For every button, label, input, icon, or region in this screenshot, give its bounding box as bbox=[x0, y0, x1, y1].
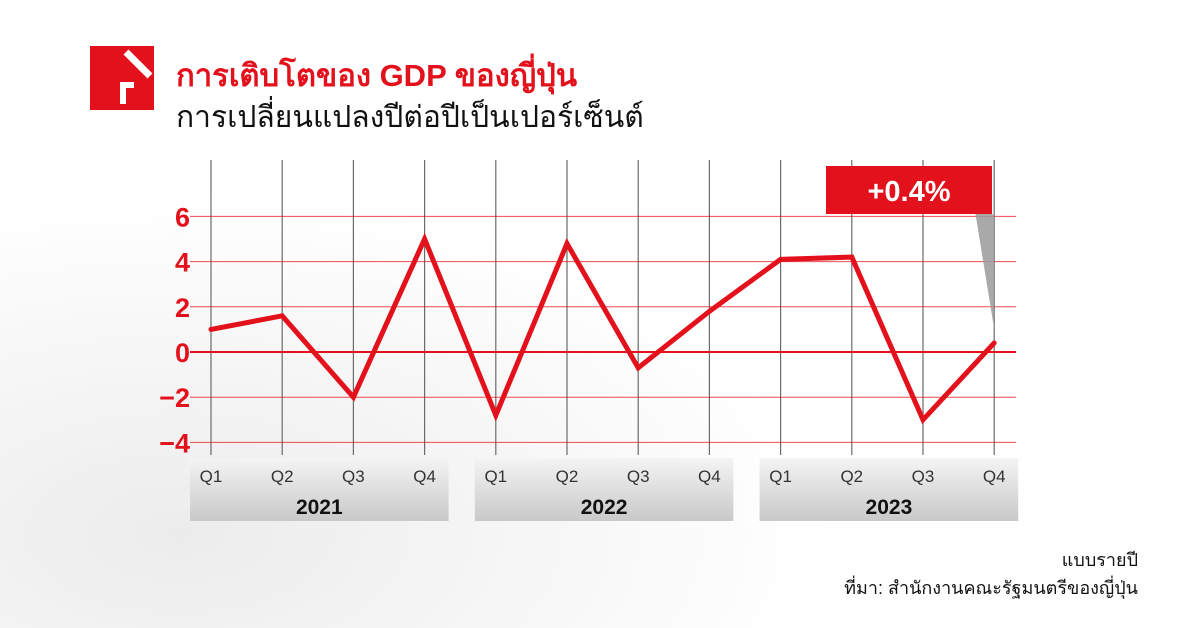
callout-pointer bbox=[974, 206, 995, 329]
data-point bbox=[422, 236, 428, 242]
x-tick-label: Q4 bbox=[413, 467, 436, 486]
data-point bbox=[706, 308, 712, 314]
brand-logo-icon bbox=[90, 46, 154, 110]
y-tick-label: 6 bbox=[175, 202, 190, 232]
callout-badge bbox=[826, 166, 992, 214]
data-point bbox=[350, 394, 356, 400]
year-band bbox=[190, 458, 449, 521]
x-tick-label: Q2 bbox=[556, 467, 579, 486]
x-tick-label: Q4 bbox=[983, 467, 1006, 486]
callout-label: +0.4% bbox=[867, 176, 950, 208]
y-tick-label: 2 bbox=[175, 293, 190, 323]
chart-subtitle: การเปลี่ยนแปลงปีต่อปีเป็นเปอร์เซ็นต์ bbox=[176, 101, 644, 134]
data-point bbox=[920, 417, 926, 423]
x-tick-label: Q3 bbox=[342, 467, 365, 486]
data-point bbox=[778, 256, 784, 262]
x-tick-label: Q1 bbox=[769, 467, 792, 486]
y-tick-label: −4 bbox=[159, 428, 190, 458]
data-point bbox=[564, 241, 570, 247]
data-point bbox=[208, 326, 214, 332]
y-tick-label: 0 bbox=[175, 338, 190, 368]
chart-title: การเติบโตของ GDP ของญี่ปุ่น bbox=[176, 58, 578, 93]
year-label: 2022 bbox=[581, 496, 628, 519]
year-band bbox=[474, 458, 734, 521]
year-label: 2023 bbox=[866, 496, 913, 519]
x-tick-label: Q2 bbox=[840, 467, 863, 486]
year-band bbox=[759, 458, 1019, 521]
data-point bbox=[279, 313, 285, 319]
data-point bbox=[849, 254, 855, 260]
footnote: แบบรายปี bbox=[1061, 550, 1138, 570]
x-tick-label: Q1 bbox=[200, 467, 223, 486]
data-point bbox=[635, 365, 641, 371]
x-tick-label: Q4 bbox=[698, 467, 721, 486]
y-tick-label: −2 bbox=[159, 383, 190, 413]
data-point bbox=[493, 412, 499, 418]
source-note: ที่มา: สำนักงานคณะรัฐมนตรีของญี่ปุ่น bbox=[844, 578, 1138, 598]
data-point bbox=[991, 340, 997, 346]
x-tick-label: Q1 bbox=[484, 467, 507, 486]
y-tick-label: 4 bbox=[175, 248, 190, 278]
x-tick-label: Q3 bbox=[912, 467, 935, 486]
x-tick-label: Q2 bbox=[271, 467, 294, 486]
year-label: 2021 bbox=[296, 496, 343, 519]
x-tick-label: Q3 bbox=[627, 467, 650, 486]
gdp-series-line bbox=[210, 232, 997, 425]
